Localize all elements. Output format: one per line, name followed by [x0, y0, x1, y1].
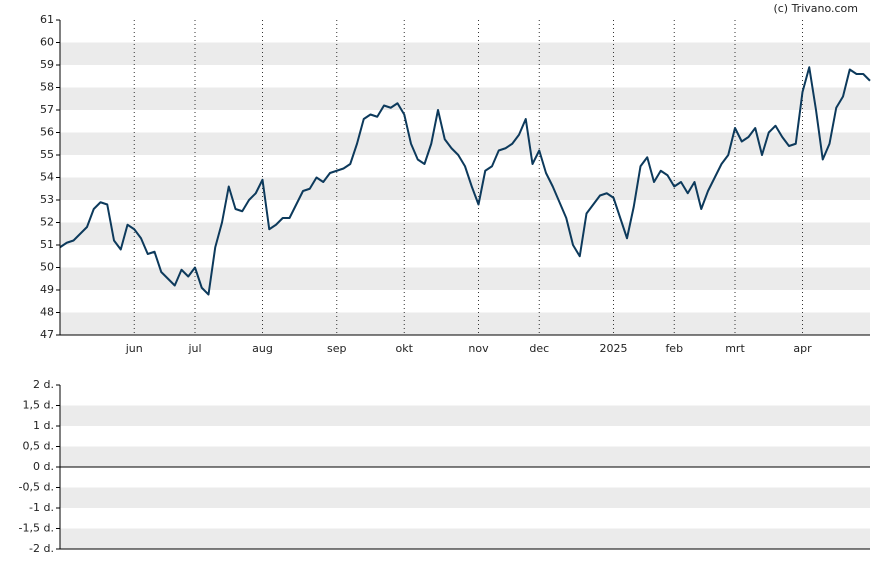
y-tick-label: 47 — [40, 328, 54, 341]
x-tick-label: okt — [396, 342, 414, 355]
y-tick-label: 53 — [40, 193, 54, 206]
y-tick-label: 1 d. — [33, 419, 54, 432]
y-tick-label: 56 — [40, 126, 54, 139]
grid-band — [60, 42, 870, 65]
x-tick-label: 2025 — [600, 342, 628, 355]
x-tick-label: jul — [187, 342, 201, 355]
y-tick-label: -0,5 d. — [19, 481, 54, 494]
x-tick-label: feb — [665, 342, 683, 355]
y-tick-label: 48 — [40, 306, 54, 319]
x-tick-label: dec — [529, 342, 549, 355]
x-tick-label: apr — [793, 342, 812, 355]
x-tick-label: sep — [327, 342, 346, 355]
y-tick-label: -2 d. — [29, 542, 54, 555]
y-tick-label: 0,5 d. — [23, 440, 54, 453]
y-tick-label: 0 d. — [33, 460, 54, 473]
axis-frame — [59, 20, 870, 336]
y-tick-label: 60 — [40, 36, 54, 49]
x-tick-label: jun — [125, 342, 143, 355]
y-tick-label: 2 d. — [33, 378, 54, 391]
y-tick-label: 1,5 d. — [23, 399, 54, 412]
axis-frame — [59, 385, 870, 550]
grid-band — [60, 528, 870, 549]
x-tick-label: aug — [252, 342, 273, 355]
y-tick-label: 61 — [40, 13, 54, 26]
y-tick-label: -1,5 d. — [19, 522, 54, 535]
y-tick-label: 51 — [40, 238, 54, 251]
y-tick-label: 49 — [40, 283, 54, 296]
grid-band — [60, 487, 870, 508]
y-tick-label: 55 — [40, 148, 54, 161]
grid-band — [60, 446, 870, 467]
grid-band — [60, 177, 870, 200]
y-tick-label: 57 — [40, 103, 54, 116]
price-line — [59, 66, 871, 296]
y-tick-label: -1 d. — [29, 501, 54, 514]
y-tick-label: 59 — [40, 58, 54, 71]
y-tick-label: 54 — [40, 171, 54, 184]
source-label: (c) Trivano.com — [773, 2, 858, 15]
grid-band — [60, 132, 870, 155]
grid-band — [60, 312, 870, 335]
y-tick-label: 50 — [40, 261, 54, 274]
x-tick-label: nov — [468, 342, 489, 355]
x-tick-label: mrt — [725, 342, 745, 355]
grid-band — [60, 405, 870, 426]
grid-band — [60, 87, 870, 110]
y-tick-label: 58 — [40, 81, 54, 94]
grid-band — [60, 222, 870, 245]
y-tick-label: 52 — [40, 216, 54, 229]
